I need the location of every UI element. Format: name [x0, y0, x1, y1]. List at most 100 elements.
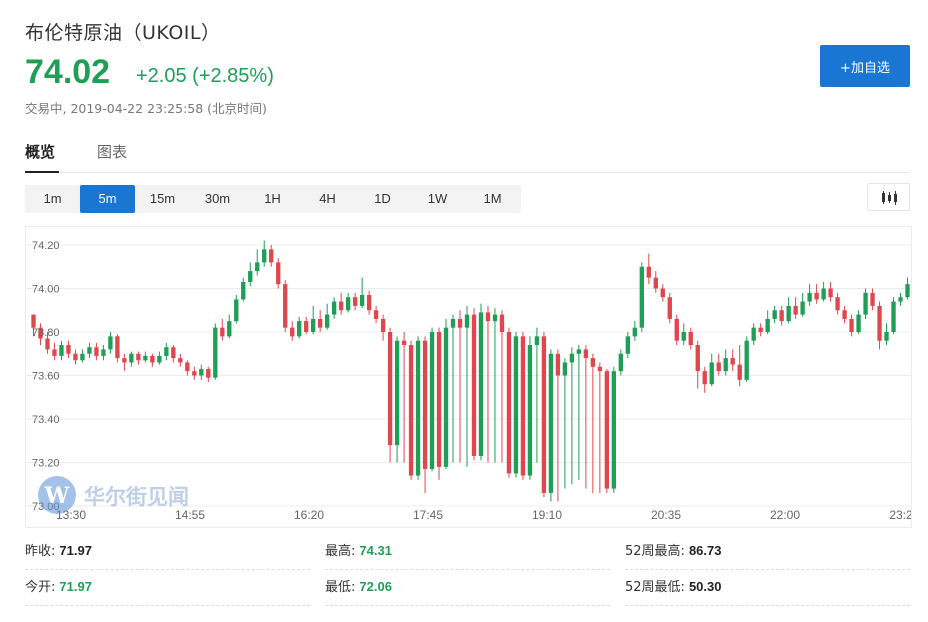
candle-body	[255, 262, 260, 272]
candle-body	[492, 314, 498, 322]
period-1mo[interactable]: 1M	[483, 191, 502, 206]
candle-body	[786, 305, 791, 322]
period-1d[interactable]: 1D	[374, 191, 391, 206]
stat-label: 最低:	[325, 580, 356, 595]
candle-body	[450, 318, 456, 328]
candle-body	[877, 305, 882, 341]
candle-body	[164, 347, 169, 356]
stat-52w-high: 52周最高: 86.73	[625, 540, 910, 570]
stat-label: 昨收:	[25, 544, 56, 559]
candle-body	[905, 284, 910, 298]
candle-body	[779, 310, 784, 322]
candle-body	[324, 314, 330, 328]
candle-body	[345, 297, 351, 311]
period-1m[interactable]: 1m	[43, 191, 62, 206]
trading-status: 交易中, 2019-04-22 23:25:58 (北京时间)	[25, 101, 267, 116]
candle-body	[611, 371, 617, 489]
candle-body	[87, 347, 92, 354]
stat-52w-low: 52周最低: 50.30	[625, 576, 910, 606]
candle-body	[213, 327, 218, 378]
candle-body	[590, 358, 596, 367]
candle-body	[394, 340, 400, 446]
stat-prev-close: 昨收: 71.97	[25, 540, 310, 570]
candle-body	[422, 340, 428, 470]
candle-body	[709, 362, 714, 385]
candle-body	[583, 349, 589, 359]
candle-body	[380, 318, 386, 332]
candle-body	[863, 292, 868, 315]
candle-body	[667, 297, 672, 319]
last-price: 74.02	[25, 53, 111, 91]
candle-body	[297, 321, 302, 337]
period-30m[interactable]: 30m	[204, 191, 231, 206]
candle-body	[206, 368, 211, 378]
chart-type-toggle-button[interactable]	[867, 183, 910, 211]
period-selector: 1m 5m 15m 30m 1H 4H 1D 1W 1M	[25, 185, 521, 213]
period-1h[interactable]: 1H	[264, 191, 281, 206]
stat-value: 86.73	[688, 543, 722, 558]
candle-body	[373, 310, 379, 319]
candle-body	[688, 332, 693, 346]
candle-body	[723, 358, 728, 372]
x-tick-label: 17:45	[413, 508, 443, 522]
candle-body	[143, 355, 148, 361]
period-15m[interactable]: 15m	[149, 191, 176, 206]
candle-body	[842, 310, 847, 319]
period-1w[interactable]: 1W	[427, 191, 448, 206]
tab-chart[interactable]: 图表	[97, 143, 128, 161]
candle-body	[576, 349, 582, 354]
candlestick-chart: 74.2074.0073.8073.6073.4073.2073.0013:30…	[26, 240, 913, 522]
candle-body	[338, 301, 344, 311]
candle-body	[485, 312, 491, 322]
candle-body	[884, 332, 889, 341]
candle-body	[415, 340, 421, 476]
candle-body	[59, 345, 64, 356]
candle-body	[352, 297, 358, 306]
candle-body	[471, 314, 477, 456]
candle-body	[499, 314, 505, 332]
period-4h[interactable]: 4H	[319, 191, 336, 206]
candle-body	[604, 371, 610, 489]
candle-body	[122, 358, 127, 363]
candle-body	[814, 292, 819, 300]
candle-body	[234, 299, 239, 322]
svg-text:W: W	[44, 483, 70, 509]
candle-body	[185, 362, 190, 372]
candle-body	[38, 327, 43, 339]
x-tick-label: 19:10	[532, 508, 562, 522]
watermark: W 华尔街见闻	[38, 476, 189, 514]
candle-body	[751, 327, 756, 341]
candle-body	[793, 305, 798, 315]
candle-body	[849, 318, 854, 332]
stat-high: 最高: 74.31	[325, 540, 610, 570]
candle-body	[276, 262, 281, 285]
candle-body	[597, 366, 603, 372]
candle-body	[331, 301, 337, 315]
candle-body	[478, 312, 484, 456]
candle-body	[436, 332, 442, 467]
candle-body	[681, 332, 686, 341]
candle-body	[821, 288, 826, 300]
stat-label: 52周最高:	[625, 544, 685, 559]
candle-body	[366, 295, 372, 311]
candle-body	[241, 281, 246, 300]
x-tick-label: 20:35	[651, 508, 681, 522]
tab-overview[interactable]: 概览	[25, 143, 56, 161]
period-5m[interactable]: 5m	[80, 185, 135, 213]
price-chart[interactable]: 74.2074.0073.8073.6073.4073.2073.0013:30…	[25, 226, 913, 528]
stat-label: 今开:	[25, 580, 56, 595]
stat-value: 50.30	[688, 579, 722, 594]
candle-body	[807, 292, 812, 302]
candle-body	[674, 318, 679, 341]
candle-body	[464, 314, 470, 328]
price-change: +2.05 (+2.85%)	[136, 65, 274, 87]
stat-open: 今开: 71.97	[25, 576, 310, 606]
watermark-text: 华尔街见闻	[84, 485, 189, 509]
add-to-watchlist-button[interactable]: +加自选	[820, 45, 910, 87]
candle-body	[150, 355, 155, 363]
y-tick-label: 74.20	[32, 240, 60, 252]
candle-body	[870, 292, 875, 306]
candle-body	[534, 336, 540, 346]
y-tick-label: 73.80	[32, 327, 60, 339]
candle-body	[555, 353, 561, 376]
